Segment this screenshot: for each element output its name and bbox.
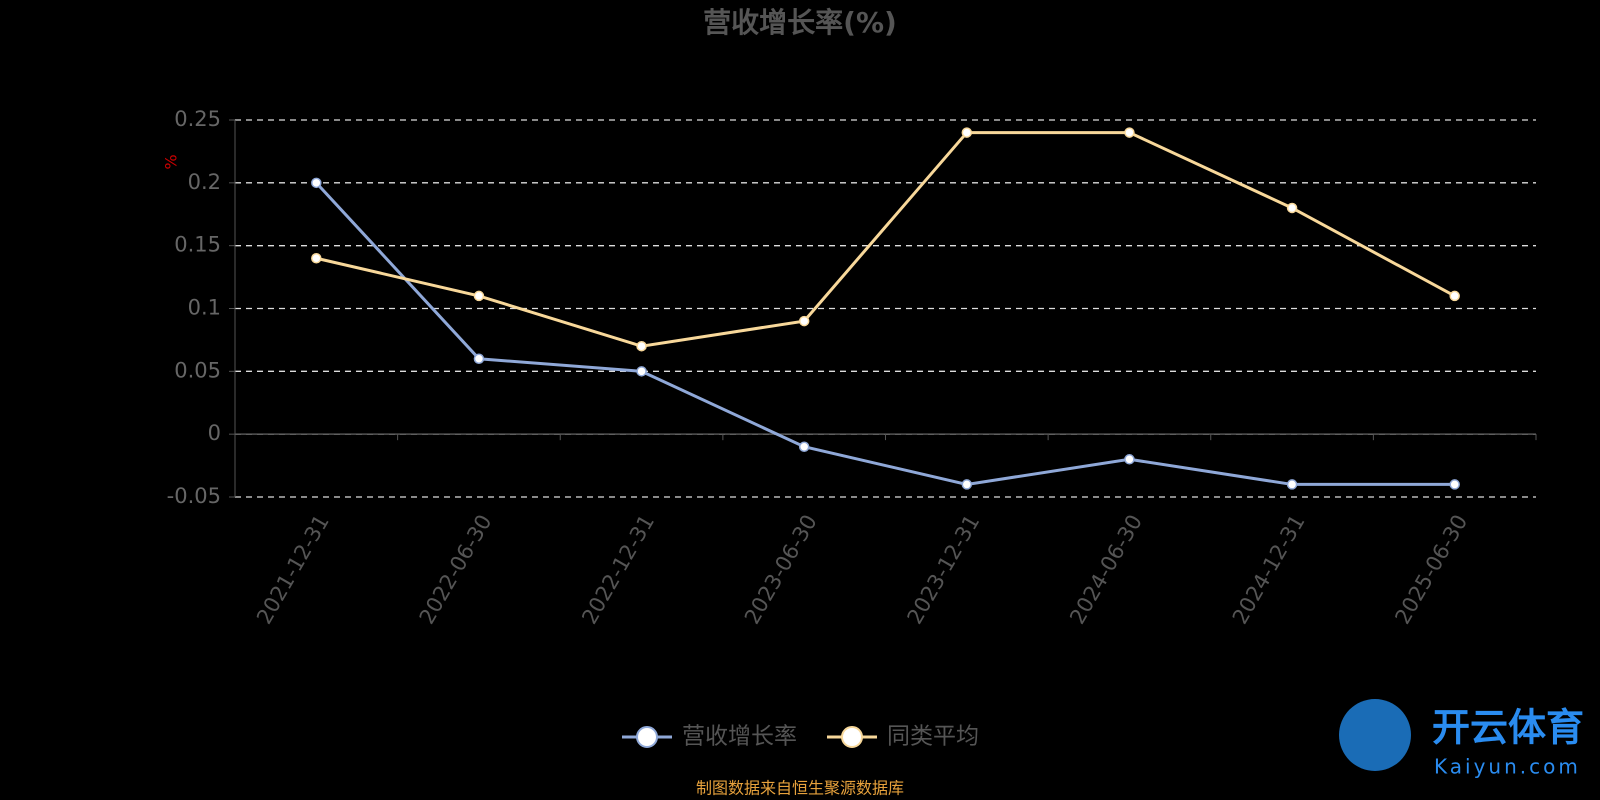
data-point	[311, 252, 322, 264]
data-point	[636, 340, 647, 352]
data-point	[798, 315, 810, 327]
legend-label: 营收增长率	[682, 724, 797, 750]
data-point	[1286, 202, 1298, 214]
legend-label: 同类平均	[887, 724, 979, 750]
data-point	[798, 441, 810, 452]
data-point	[473, 353, 485, 365]
legend: 营收增长率 同类平均	[622, 724, 979, 750]
series-line	[315, 131, 1456, 348]
data-point	[1449, 290, 1460, 302]
y-tick-label: 0.1	[188, 296, 221, 320]
data-point	[1124, 127, 1135, 138]
y-tick-label: 0.2	[188, 170, 221, 194]
watermark: 开云体育 Kaiyun.com	[1339, 699, 1584, 779]
y-axis-label: %	[162, 154, 181, 169]
source-note: 制图数据来自恒生聚源数据库	[696, 779, 904, 798]
data-point	[961, 479, 973, 490]
data-point	[1124, 454, 1135, 465]
watermark-brand: 开云体育	[1432, 706, 1584, 750]
data-point	[1449, 479, 1460, 490]
legend-marker	[636, 726, 658, 748]
chart-title: 营收增长率(%)	[703, 6, 897, 39]
data-point	[1286, 479, 1298, 490]
y-tick-label: 0.15	[174, 233, 221, 257]
data-point	[473, 290, 485, 302]
data-point	[961, 127, 973, 138]
y-tick-label: 0.25	[174, 107, 221, 131]
y-tick-label: 0	[208, 421, 221, 445]
data-point	[311, 177, 322, 189]
y-tick-label: 0.05	[174, 358, 221, 382]
y-tick-label: -0.05	[167, 484, 221, 508]
watermark-site: Kaiyun.com	[1434, 755, 1581, 779]
watermark-logo	[1339, 699, 1411, 771]
data-point	[636, 366, 647, 377]
legend-marker	[841, 726, 863, 748]
series-line	[315, 181, 1455, 486]
